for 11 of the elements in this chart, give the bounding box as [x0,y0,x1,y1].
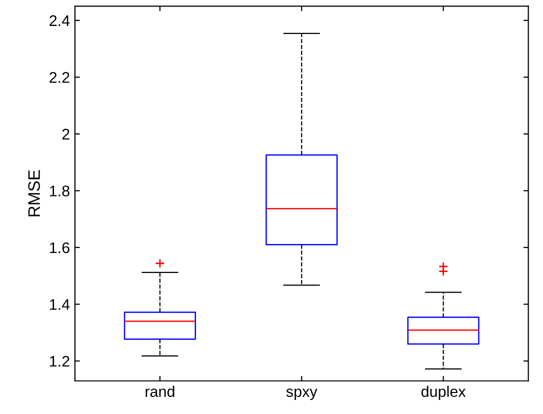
y-tick-label: 2 [62,128,70,140]
x-tick-label: spxy [286,388,318,400]
y-tick-label: 1.8 [50,186,70,196]
y-tick-label: 1.2 [50,356,70,367]
x-tick-label: duplex [421,386,466,400]
y-axis-title: RMSE [28,170,40,216]
y-tick-label: 1.4 [50,299,70,310]
y-tick-label: 2.2 [50,72,70,83]
x-tick-label: rand [146,386,174,397]
y-tick-label: 1.6 [50,242,70,254]
y-tick-label: 2.4 [50,15,70,26]
